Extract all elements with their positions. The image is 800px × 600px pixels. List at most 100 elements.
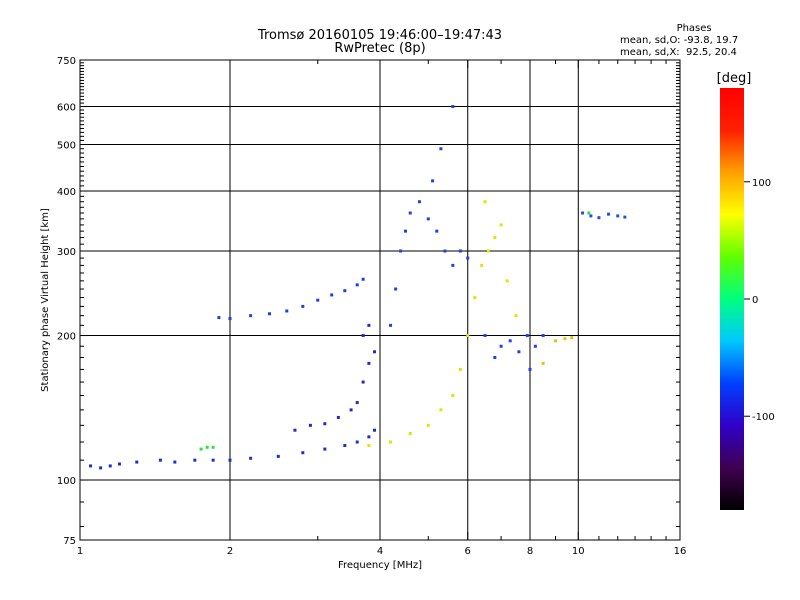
- data-point: [173, 460, 177, 464]
- y-tick-label: 750: [57, 56, 76, 67]
- colorbar-tick-label: 0: [752, 295, 758, 306]
- data-point: [301, 451, 305, 455]
- data-point: [466, 256, 470, 260]
- data-point: [343, 289, 347, 293]
- data-point: [589, 214, 593, 218]
- data-point: [399, 249, 403, 253]
- data-point: [389, 440, 393, 444]
- data-point: [581, 211, 585, 215]
- x-tick-label: 8: [527, 546, 533, 557]
- data-point: [367, 361, 371, 365]
- gridlines: [80, 60, 680, 540]
- data-point: [403, 229, 407, 233]
- data-point: [499, 344, 503, 348]
- data-point: [451, 263, 455, 267]
- data-point: [355, 401, 359, 405]
- data-point: [355, 283, 359, 287]
- data-point: [323, 422, 327, 426]
- data-point: [616, 214, 620, 218]
- x-tick-label: 4: [377, 546, 383, 557]
- data-point: [158, 458, 162, 462]
- data-point: [483, 334, 487, 338]
- data-point: [525, 334, 529, 338]
- data-point: [417, 200, 421, 204]
- x-tick-label: 6: [465, 546, 471, 557]
- x-tick-label: 16: [674, 546, 687, 557]
- data-point: [361, 334, 365, 338]
- data-point: [458, 249, 462, 253]
- colorbar-label: [deg]: [717, 71, 752, 86]
- data-point: [135, 460, 139, 464]
- data-point: [623, 215, 627, 219]
- y-tick-label: 200: [57, 332, 76, 343]
- data-point: [349, 408, 353, 412]
- data-point: [517, 350, 521, 354]
- data-point: [514, 314, 518, 318]
- data-point: [308, 423, 312, 427]
- data-point: [541, 361, 545, 365]
- data-point: [336, 415, 340, 419]
- data-point: [435, 229, 439, 233]
- x-tick-label: 1: [77, 546, 83, 557]
- y-tick-label: 100: [57, 476, 76, 487]
- phase-line-o: mean, sd,O: -93.8, 19.7: [620, 35, 739, 46]
- data-point: [361, 277, 365, 281]
- data-point: [458, 367, 462, 371]
- data-point: [493, 355, 497, 359]
- data-point: [89, 464, 93, 468]
- data-point: [553, 339, 557, 343]
- y-tick-label: 400: [57, 187, 76, 198]
- data-point: [431, 179, 435, 183]
- data-point: [316, 298, 320, 302]
- chart-title-line2: RwPretec (8p): [334, 41, 426, 56]
- data-point: [367, 444, 371, 448]
- data-point: [361, 380, 365, 384]
- data-point: [330, 293, 334, 297]
- data-point: [508, 339, 512, 343]
- data-point: [528, 367, 532, 371]
- data-point: [426, 217, 430, 221]
- data-point: [228, 458, 232, 462]
- data-point: [587, 211, 591, 215]
- data-point: [505, 279, 509, 283]
- data-point: [323, 447, 327, 451]
- data-point: [117, 462, 121, 466]
- data-point: [343, 444, 347, 448]
- data-point: [285, 309, 289, 313]
- phase-line-x: mean, sd,X: 92.5, 20.4: [620, 47, 737, 58]
- x-axis-ticks: 1 2 4 6 8 10 16: [77, 60, 687, 557]
- data-point: [443, 249, 447, 253]
- x-tick-label: 2: [227, 546, 233, 557]
- x-tick-label: 10: [572, 546, 585, 557]
- y-tick-label: 300: [57, 247, 76, 258]
- data-points: [89, 105, 627, 470]
- data-point: [373, 350, 377, 354]
- data-point: [563, 337, 567, 341]
- data-point: [249, 314, 253, 318]
- data-point: [217, 316, 221, 320]
- data-point: [394, 287, 398, 291]
- colorbar-tick-label: -100: [752, 412, 775, 423]
- data-point: [451, 394, 455, 398]
- data-point: [389, 323, 393, 327]
- data-point: [499, 223, 503, 227]
- data-point: [597, 216, 601, 220]
- colorbar: [720, 88, 744, 510]
- data-point: [211, 445, 215, 449]
- y-axis-ticks: 75 100 200 300 400 500 600 750: [57, 56, 680, 547]
- y-tick-label: 75: [63, 536, 76, 547]
- data-point: [193, 458, 197, 462]
- data-point: [408, 211, 412, 215]
- data-point: [486, 249, 490, 253]
- data-point: [301, 304, 305, 308]
- data-point: [439, 408, 443, 412]
- data-point: [373, 428, 377, 432]
- phase-box: Phases mean, sd,O: -93.8, 19.7 mean, sd,…: [620, 23, 738, 59]
- data-point: [426, 423, 430, 427]
- chart-title-line1: Tromsø 20160105 19:46:00–19:47:43: [257, 28, 503, 43]
- data-point: [367, 435, 371, 439]
- data-point: [108, 464, 112, 468]
- data-point: [367, 323, 371, 327]
- data-point: [267, 312, 271, 316]
